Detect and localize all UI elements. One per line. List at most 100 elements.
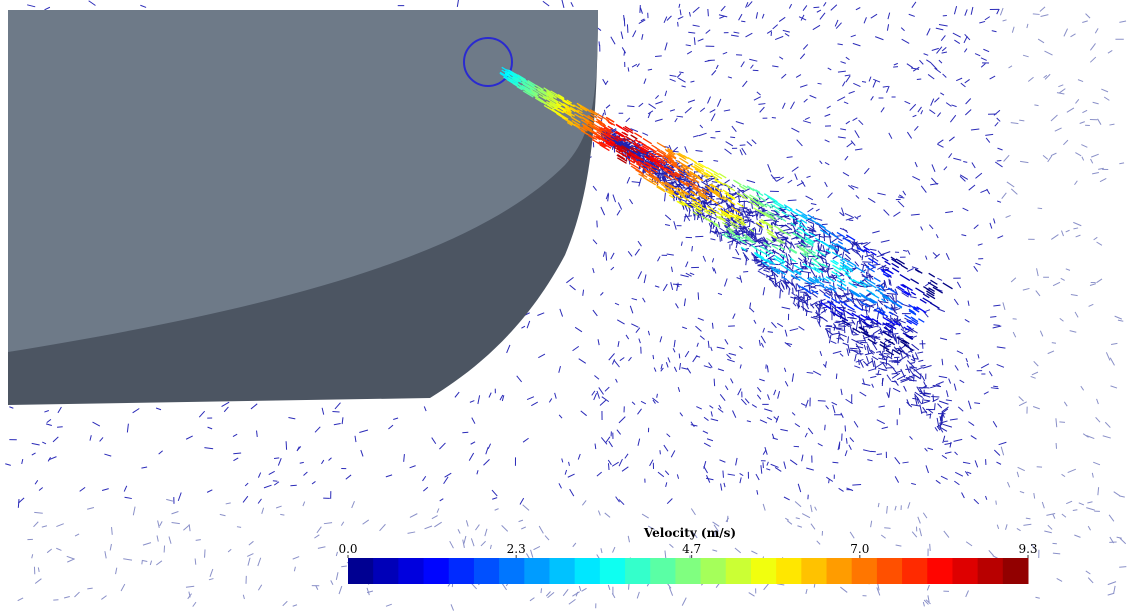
vector: [719, 394, 726, 401]
jet-vector: [678, 152, 688, 159]
vector: [34, 511, 43, 514]
jet-vector: [893, 320, 901, 326]
jet-vector: [603, 132, 612, 138]
jet-vector: [777, 245, 786, 251]
vector: [434, 521, 442, 528]
vector: [1086, 507, 1095, 511]
vector: [617, 341, 620, 347]
vector: [672, 283, 682, 286]
vector: [198, 410, 206, 418]
vector: [847, 336, 850, 344]
jet-vector: [600, 141, 612, 149]
vector: [861, 309, 869, 312]
vector: [743, 216, 751, 219]
vector: [920, 364, 926, 367]
jet-vector: [593, 135, 601, 141]
jet-vector: [573, 123, 580, 128]
vector: [856, 215, 862, 218]
vector: [379, 523, 386, 532]
jet-vector: [729, 214, 740, 221]
vector: [998, 441, 1007, 446]
vector: [677, 387, 681, 392]
vector: [891, 372, 898, 375]
vector: [811, 292, 818, 298]
vector: [345, 474, 352, 480]
vector: [168, 536, 172, 544]
vector: [900, 27, 905, 32]
vector: [755, 222, 761, 228]
vector: [765, 274, 774, 278]
vector: [678, 77, 686, 83]
vector: [692, 6, 700, 14]
vector: [878, 353, 889, 359]
jet-vector: [667, 189, 675, 195]
jet-vector: [825, 286, 831, 291]
vector: [781, 228, 792, 232]
vector: [662, 283, 668, 292]
vector: [470, 538, 475, 547]
jet-vector: [517, 83, 523, 88]
vector: [881, 265, 890, 269]
jet-vector: [810, 266, 821, 274]
vector: [868, 273, 874, 280]
jet-vector: [676, 153, 687, 161]
vector: [821, 272, 825, 282]
jet-vector: [631, 146, 637, 151]
vector: [901, 303, 911, 308]
vector: [928, 224, 934, 230]
vector: [302, 501, 306, 507]
vector: [897, 200, 905, 208]
vector: [470, 441, 476, 445]
vector: [918, 359, 924, 363]
vector: [628, 356, 632, 362]
vector: [74, 533, 80, 537]
vector: [837, 70, 846, 73]
jet-vector: [721, 196, 727, 201]
vector: [1001, 192, 1007, 199]
vector: [1108, 514, 1115, 522]
vector: [796, 139, 803, 147]
vector: [931, 164, 936, 173]
jet-vector: [758, 210, 770, 219]
vector: [104, 551, 107, 559]
vector: [1061, 473, 1066, 478]
vector: [610, 36, 616, 45]
vector: [177, 492, 182, 502]
vector: [431, 515, 438, 520]
jet-vector: [914, 268, 920, 273]
vector: [132, 506, 136, 516]
jet-vector: [725, 209, 733, 215]
vector: [805, 589, 808, 594]
vector: [617, 202, 623, 210]
vector: [831, 401, 838, 406]
vector: [791, 236, 799, 240]
vector: [941, 358, 944, 366]
vector: [895, 307, 901, 311]
vector: [870, 335, 881, 341]
vector: [852, 283, 863, 287]
vector: [795, 288, 805, 292]
jet-vector: [846, 311, 855, 317]
jet-vector: [714, 178, 725, 186]
vector: [805, 228, 813, 233]
vector: [655, 55, 662, 57]
vector: [768, 277, 775, 280]
vector: [705, 179, 708, 185]
jet-vector: [844, 303, 855, 311]
vector: [664, 192, 666, 202]
vector: [1065, 229, 1070, 233]
vector: [755, 473, 760, 481]
jet-vector: [876, 286, 885, 292]
colorbar-segment: [776, 558, 802, 584]
vector: [877, 264, 887, 270]
jet-vector: [566, 99, 573, 104]
vector: [848, 219, 854, 222]
vector: [526, 396, 535, 400]
vector: [615, 496, 620, 503]
vector: [280, 513, 285, 516]
vector: [756, 210, 760, 217]
vector: [807, 427, 814, 435]
vector: [758, 103, 766, 105]
vector: [1050, 234, 1059, 240]
vector: [870, 520, 873, 528]
